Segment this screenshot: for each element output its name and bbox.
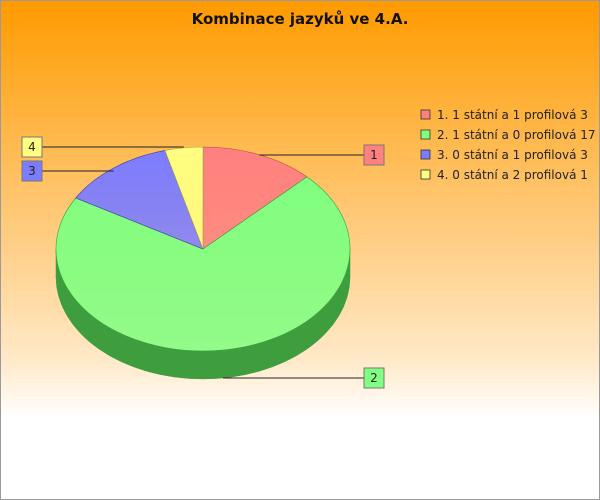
callout-label-1: 1 xyxy=(370,148,378,162)
legend-swatch-1 xyxy=(420,109,431,120)
legend-label-4: 4. 0 státní a 2 profilová 1 xyxy=(437,168,588,182)
pie-callouts: 1 2 3 4 xyxy=(21,136,385,389)
legend-swatch-2 xyxy=(420,129,431,140)
legend-label-2: 2. 1 státní a 0 profilová 17 xyxy=(437,128,596,142)
pie-slice-2[interactable] xyxy=(55,176,351,352)
callout-box-1 xyxy=(363,144,385,166)
callout-label-2: 2 xyxy=(370,371,378,385)
legend-swatch-3 xyxy=(420,149,431,160)
callout-label-3: 3 xyxy=(28,164,36,178)
pie-slice-4[interactable] xyxy=(164,146,204,250)
callout-box-3 xyxy=(21,160,43,182)
pie-slice-3[interactable] xyxy=(75,150,204,250)
legend-label-3: 3. 0 státní a 1 profilová 3 xyxy=(437,148,588,162)
legend: 1. 1 státní a 1 profilová 3 2. 1 státní a… xyxy=(420,108,596,182)
callout-box-2 xyxy=(363,367,385,389)
callout-box-4 xyxy=(21,136,43,158)
legend-swatch-4 xyxy=(420,169,431,180)
legend-label-1: 1. 1 státní a 1 profilová 3 xyxy=(437,108,588,122)
chart-title: Kombinace jazyků ve 4.A. xyxy=(191,10,409,28)
callout-label-4: 4 xyxy=(28,140,36,154)
pie-top xyxy=(55,146,351,352)
